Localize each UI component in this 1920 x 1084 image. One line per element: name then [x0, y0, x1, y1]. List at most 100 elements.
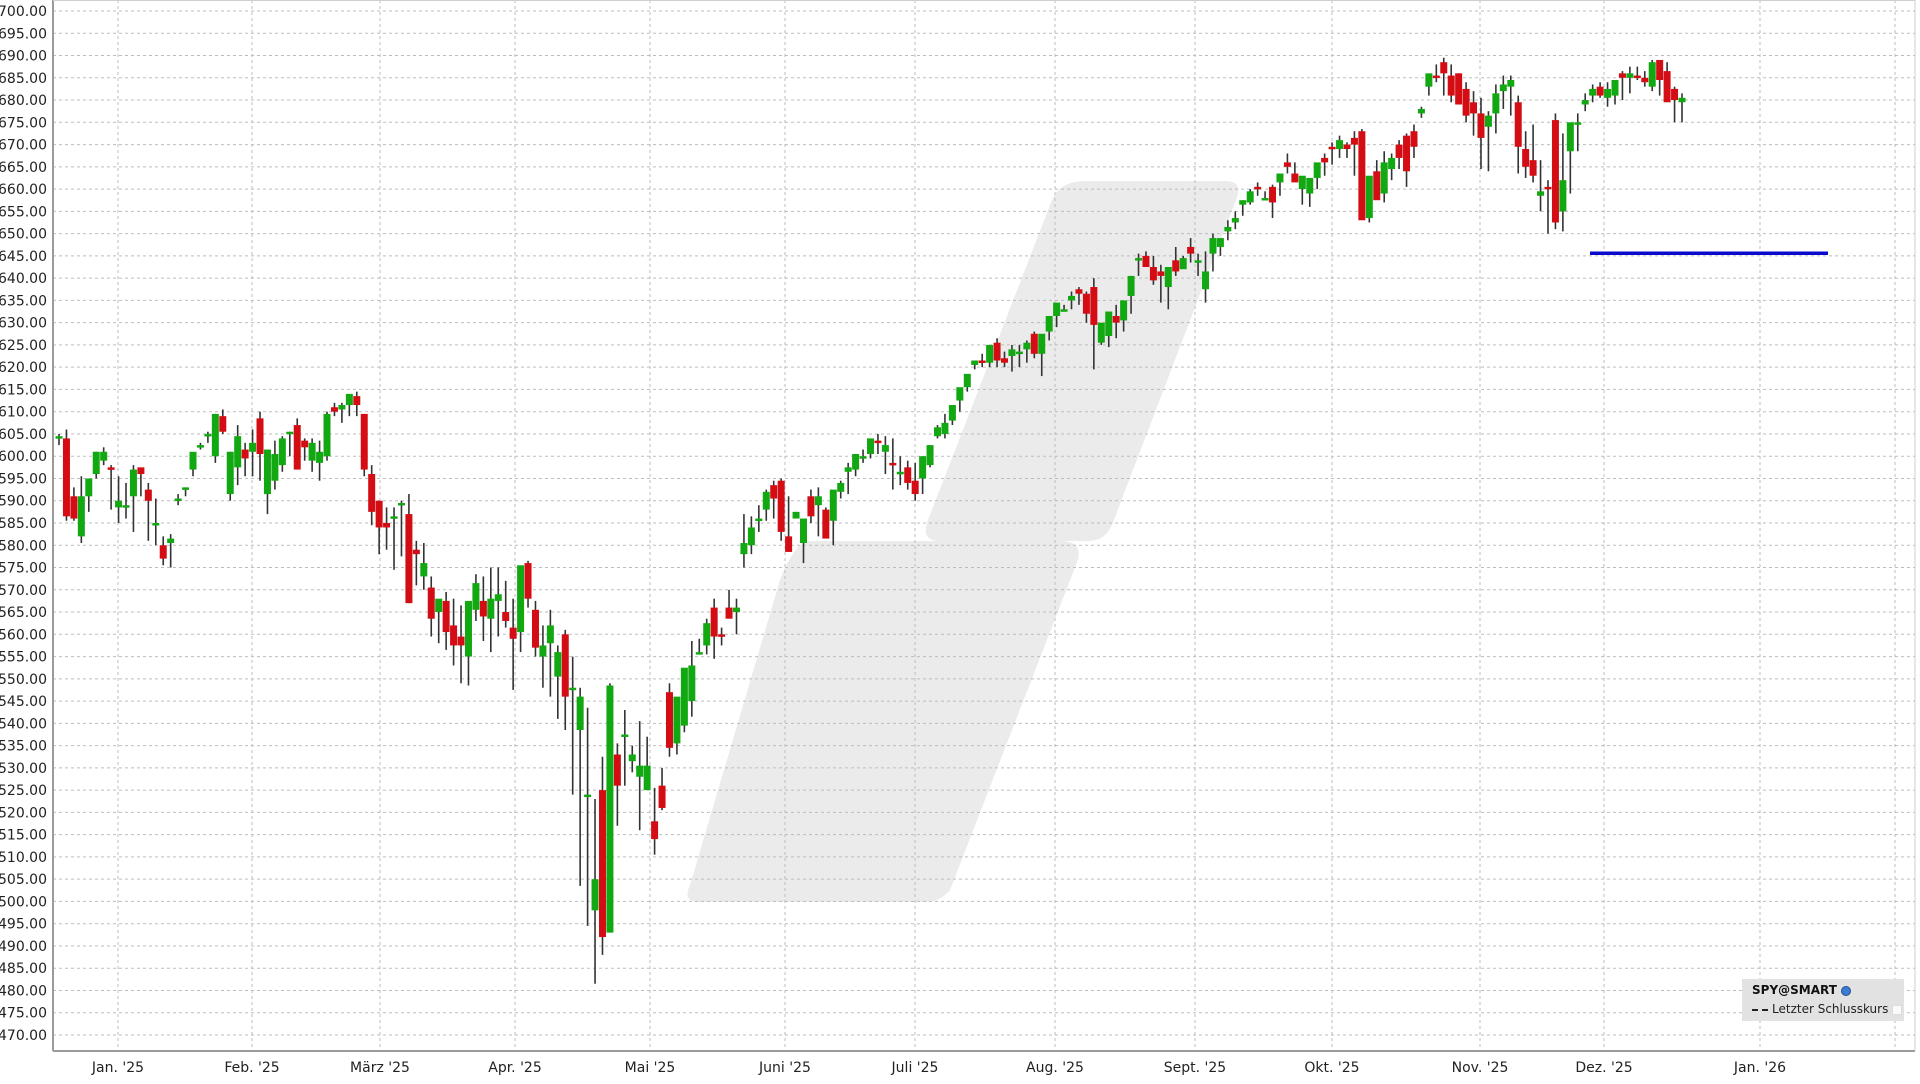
candle — [1626, 66, 1634, 94]
candle-body — [360, 413, 368, 470]
candle — [1455, 73, 1463, 105]
candle — [70, 487, 78, 521]
candle — [189, 451, 197, 477]
candle-body — [799, 518, 807, 544]
candle — [293, 418, 301, 470]
candle — [301, 438, 309, 461]
candle — [1470, 91, 1478, 136]
candle-body — [986, 344, 994, 363]
candle-body — [1202, 271, 1210, 290]
y-tick-label: 490.00 — [0, 939, 47, 955]
y-tick-label: 470.00 — [0, 1028, 47, 1044]
candle-body — [852, 453, 860, 470]
candle-body — [1380, 162, 1388, 194]
legend-instrument-label: SPY@SMART — [1752, 983, 1837, 997]
candle — [770, 480, 778, 519]
candle-body — [1283, 162, 1291, 167]
candle-body — [1336, 140, 1344, 150]
candle — [710, 598, 718, 659]
legend-toggle-checkbox[interactable] — [1892, 1004, 1903, 1015]
candle — [1611, 80, 1619, 105]
candle-body — [196, 445, 204, 448]
y-tick-label: 620.00 — [0, 360, 47, 376]
candle-body — [256, 418, 264, 454]
candle-body — [509, 627, 517, 639]
candle-body — [70, 496, 78, 519]
candle-body — [658, 785, 666, 808]
candle-body — [1209, 238, 1217, 254]
candle-body — [688, 665, 696, 702]
candle — [993, 338, 1001, 368]
candle — [1447, 64, 1455, 103]
candle — [1023, 340, 1031, 363]
candle-body — [1499, 84, 1507, 92]
candle-body — [152, 523, 160, 526]
candle — [1075, 287, 1083, 305]
y-tick-label: 590.00 — [0, 494, 47, 510]
candle — [1045, 315, 1053, 341]
candle-body — [1306, 177, 1314, 194]
candle-body — [531, 609, 539, 648]
candle-body — [919, 456, 927, 479]
candle-body — [963, 373, 971, 388]
candle — [1425, 73, 1433, 96]
x-tick-label: März '25 — [350, 1060, 410, 1076]
candle-body — [249, 442, 257, 452]
candle-body — [1276, 173, 1284, 183]
candle — [822, 507, 830, 539]
candle — [1671, 86, 1679, 123]
candle — [1514, 95, 1522, 174]
candle — [606, 683, 614, 933]
candle — [1068, 291, 1076, 310]
candle-body — [107, 467, 115, 470]
candle — [144, 482, 152, 541]
candle — [881, 436, 889, 475]
candle — [1633, 66, 1641, 81]
candle — [718, 627, 726, 646]
candle — [1663, 62, 1671, 103]
candle — [1030, 331, 1038, 359]
candle-body — [412, 549, 420, 555]
y-tick-label: 645.00 — [0, 249, 47, 265]
candle — [353, 391, 361, 417]
candle-body — [271, 453, 279, 481]
candle-body — [1179, 258, 1187, 270]
candle-body — [1239, 200, 1247, 205]
candle-body — [435, 598, 443, 613]
candle-body — [1470, 102, 1478, 114]
candle — [1135, 253, 1143, 276]
legend-series-label: Letzter Schlusskurs — [1772, 1002, 1889, 1016]
candle — [494, 567, 502, 637]
candle-body — [732, 607, 740, 613]
candle-body — [479, 600, 487, 617]
y-tick-label: 535.00 — [0, 739, 47, 755]
candles — [55, 57, 1686, 984]
candle-body — [1447, 75, 1455, 96]
candle — [703, 618, 711, 655]
candle — [934, 425, 942, 439]
candle-body — [1671, 88, 1679, 101]
candle-body — [1626, 73, 1634, 78]
candle — [517, 565, 525, 653]
candle-body — [725, 607, 733, 619]
candle-body — [1604, 88, 1612, 98]
x-tick-label: Sept. '25 — [1164, 1060, 1226, 1076]
candle-body — [1328, 146, 1336, 150]
candle — [1187, 238, 1195, 263]
y-tick-label: 570.00 — [0, 583, 47, 599]
candle — [1254, 182, 1262, 196]
candle-body — [1194, 260, 1202, 263]
candle-body — [1135, 258, 1143, 261]
candle-body — [1350, 137, 1358, 145]
candle-body — [293, 425, 301, 470]
candle-body — [1053, 302, 1061, 316]
y-tick-label: 540.00 — [0, 716, 47, 732]
candle-body — [628, 754, 636, 762]
candle — [1417, 106, 1425, 118]
candle — [725, 589, 733, 619]
candle-body — [1388, 157, 1396, 170]
candle — [100, 447, 108, 466]
candle-body — [941, 422, 949, 434]
candle-body — [1038, 333, 1046, 354]
